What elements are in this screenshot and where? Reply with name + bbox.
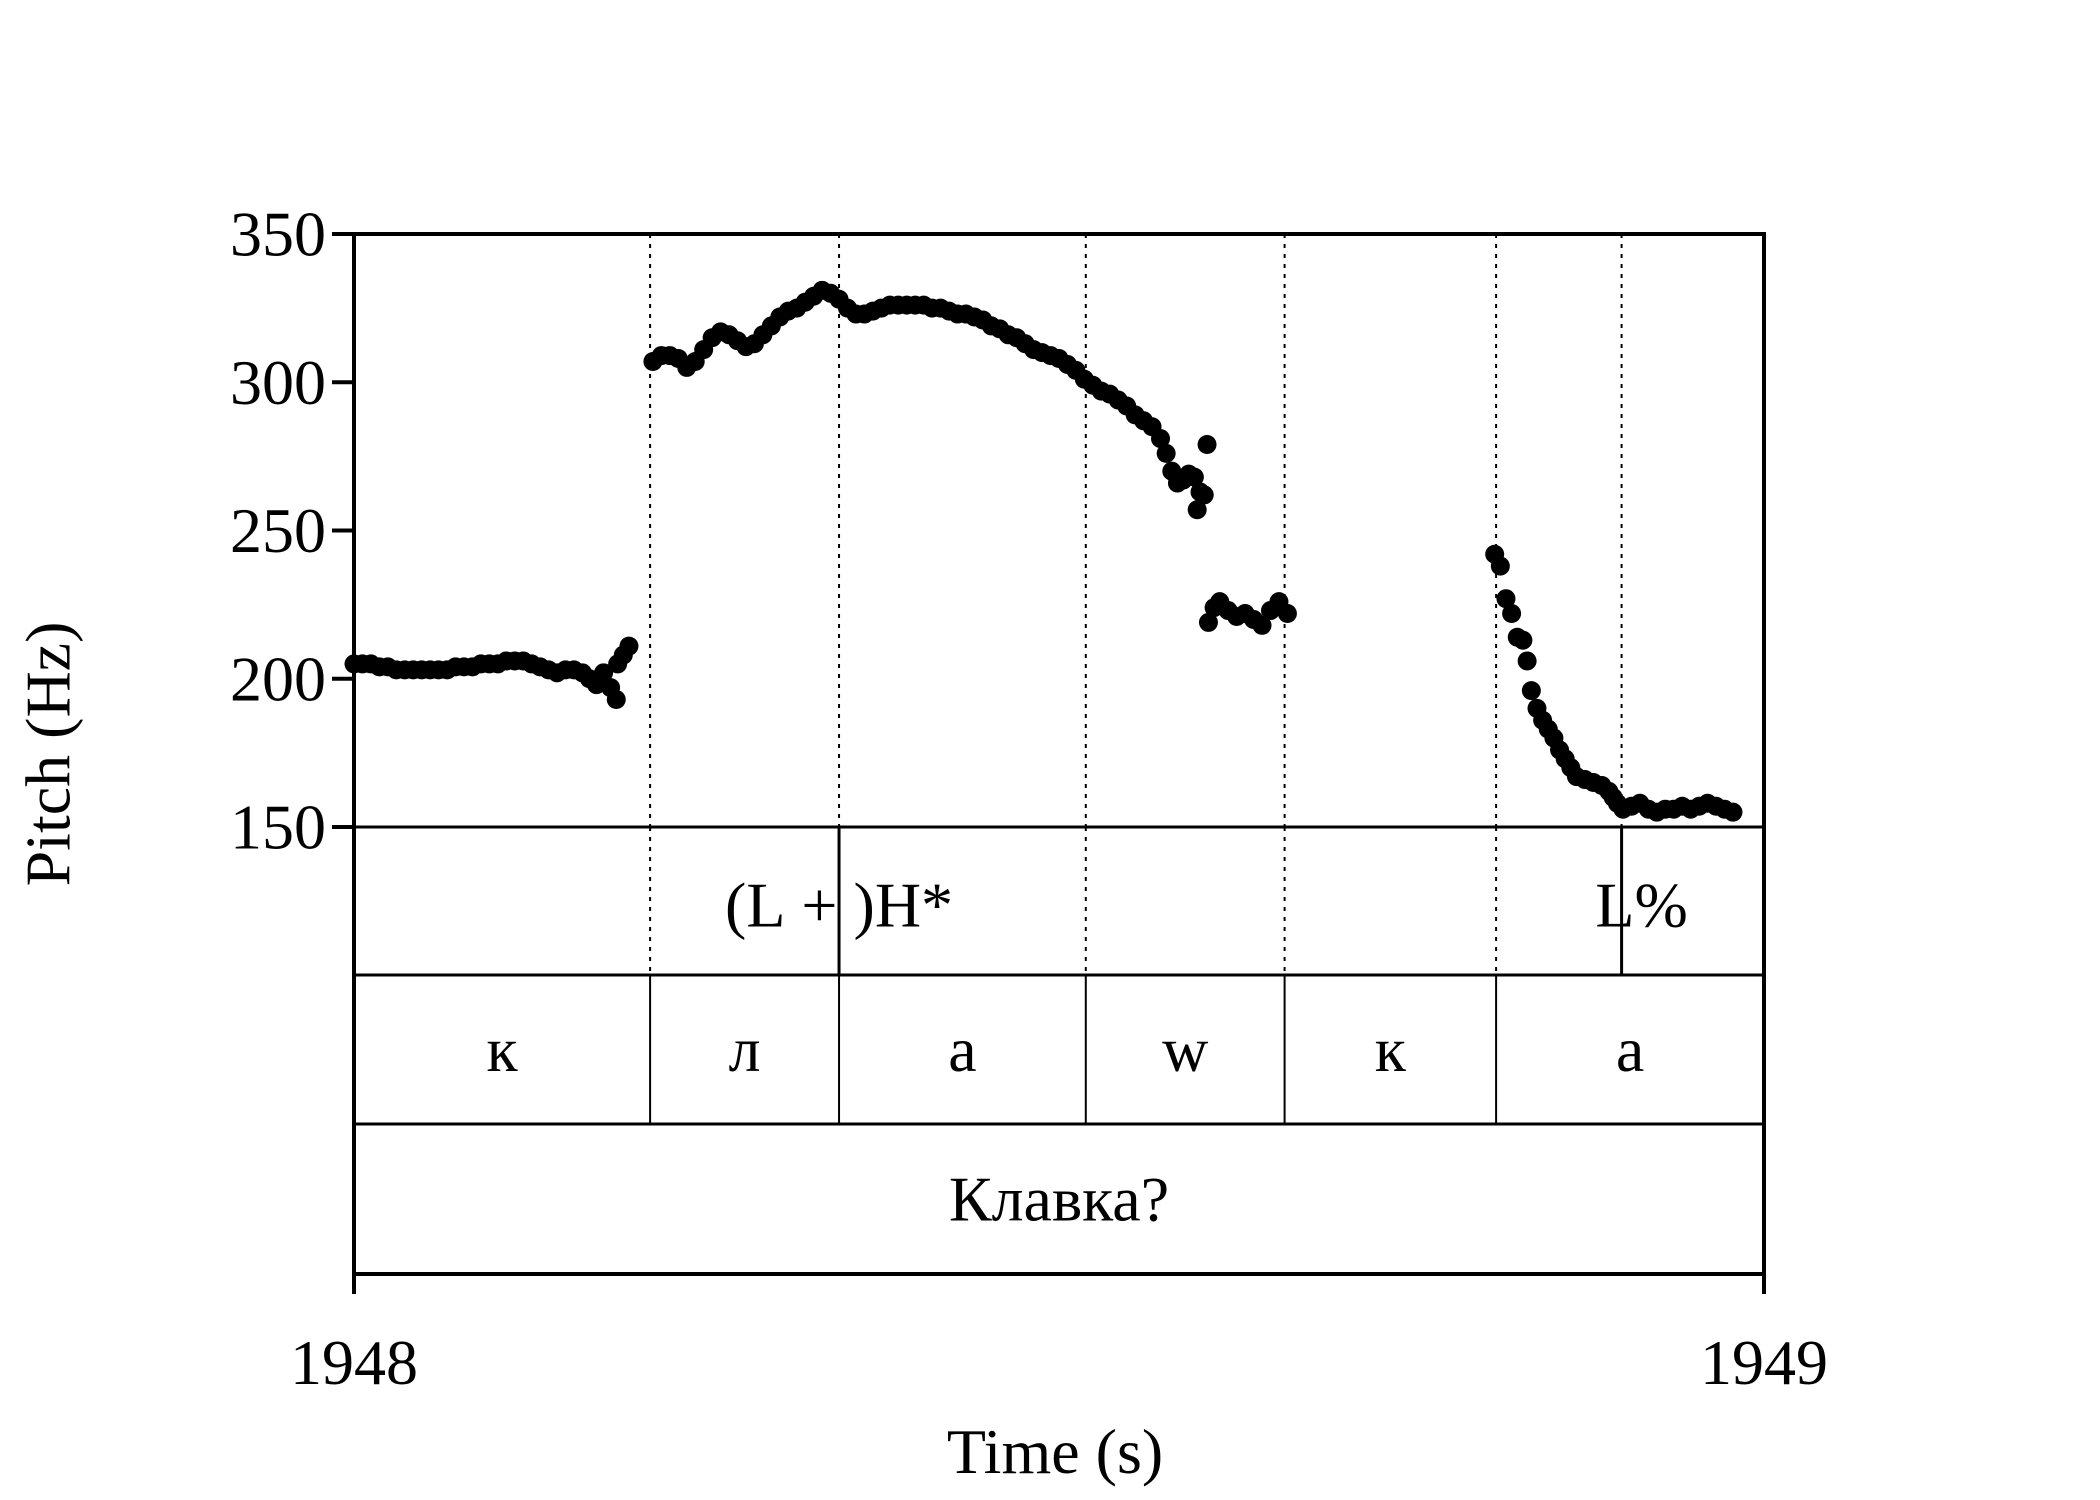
pitch-point <box>1513 630 1533 650</box>
y-tick-label: 250 <box>230 495 326 566</box>
boundary-lines <box>649 234 1624 975</box>
x-tick-label: 1948 <box>290 1327 418 1398</box>
plot-frame <box>352 232 1766 1276</box>
pitch-point <box>1197 435 1217 455</box>
pitch-point <box>1521 681 1541 701</box>
segment-label: w <box>1162 1014 1208 1085</box>
pitch-point <box>1723 802 1743 822</box>
x-axis-ticks: 1948 1949 <box>290 1274 1828 1398</box>
pitch-point <box>1156 443 1176 463</box>
pitch-point <box>1187 500 1207 520</box>
x-tick-label: 1949 <box>1700 1327 1828 1398</box>
pitch-point <box>594 663 614 683</box>
pitch-point <box>1517 651 1537 671</box>
annotation-tiers: (L + )H* L% к л а w к а Клавка? <box>487 870 1688 1235</box>
segment-label: к <box>487 1014 519 1085</box>
tone-label: (L + )H* <box>725 870 953 941</box>
pitch-point <box>1194 485 1214 505</box>
y-axis-ticks: 150 200 250 300 350 <box>230 199 354 863</box>
segment-label: л <box>729 1014 761 1085</box>
y-tick-label: 350 <box>230 199 326 270</box>
pitch-point <box>1252 615 1272 635</box>
pitch-point <box>1502 604 1522 624</box>
pitch-point <box>1151 429 1171 449</box>
pitch-point <box>1496 589 1516 609</box>
pitch-point <box>1490 556 1510 576</box>
y-axis-title: Pitch (Hz) <box>13 622 84 887</box>
pitch-point <box>1198 612 1218 632</box>
y-tick-label: 150 <box>230 792 326 863</box>
pitch-points <box>344 280 1743 822</box>
y-tick-label: 300 <box>230 347 326 418</box>
y-tick-label: 200 <box>230 643 326 714</box>
word-label: Клавка? <box>949 1164 1169 1235</box>
segment-label: а <box>1616 1014 1644 1085</box>
pitch-point <box>619 636 639 656</box>
pitch-point <box>606 690 626 710</box>
tone-label: L% <box>1595 870 1687 941</box>
segment-label: а <box>948 1014 976 1085</box>
pitch-point <box>1184 467 1204 487</box>
pitch-point <box>1277 604 1297 624</box>
x-axis-title: Time (s) <box>947 1416 1163 1487</box>
segment-label: к <box>1375 1014 1407 1085</box>
